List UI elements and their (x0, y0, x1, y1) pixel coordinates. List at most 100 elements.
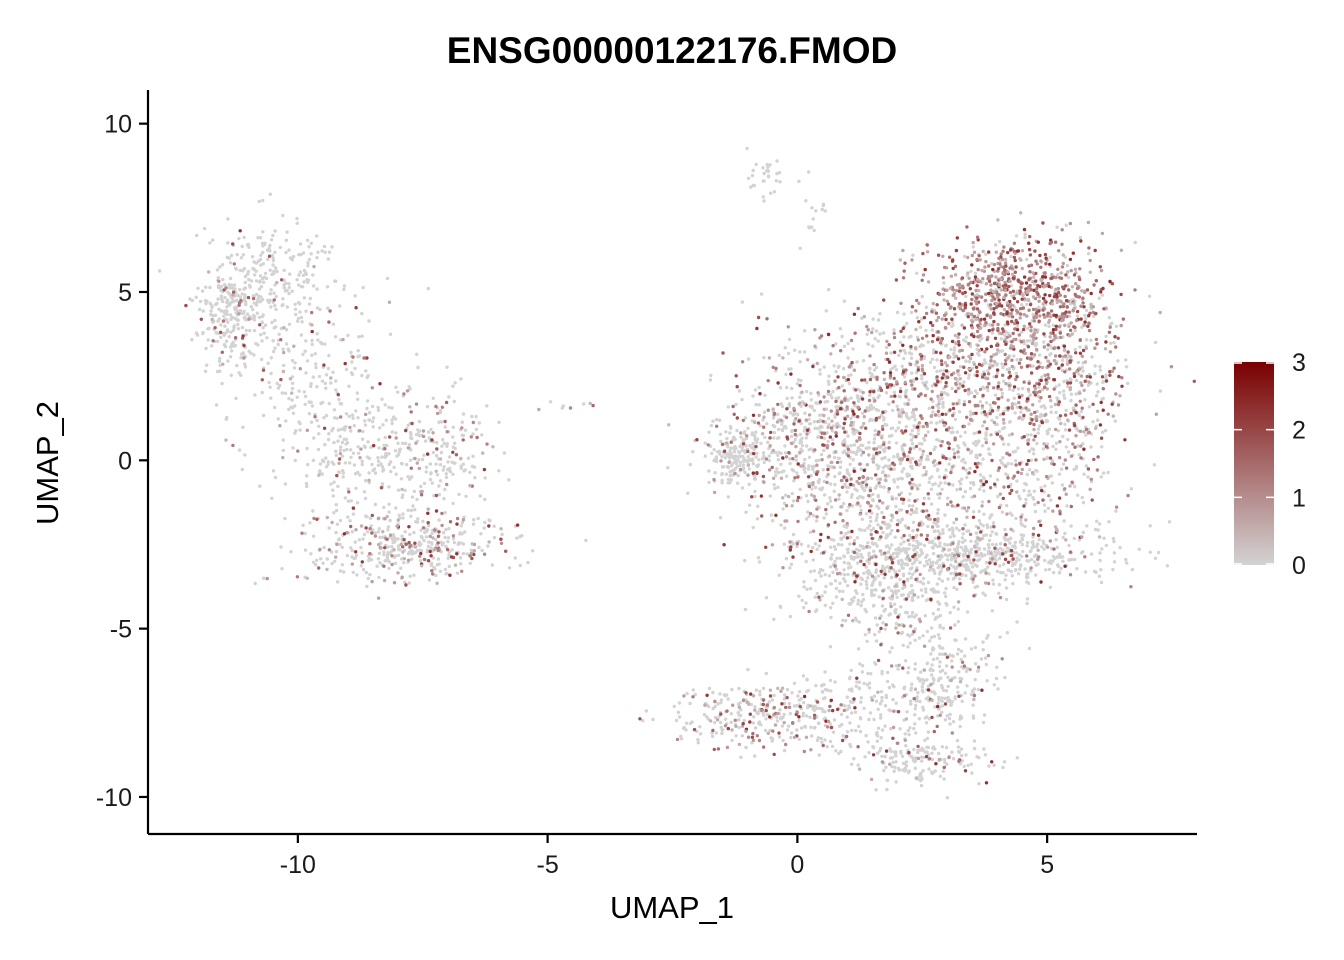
cell-point (979, 462, 983, 466)
cell-point (741, 463, 746, 467)
cell-point (953, 675, 957, 680)
cell-point (812, 420, 816, 424)
cell-point (416, 517, 420, 521)
cell-point (958, 714, 963, 718)
cell-point (783, 693, 787, 697)
cell-point (756, 556, 761, 560)
cell-point (279, 278, 284, 282)
cell-point (303, 394, 308, 399)
cell-point (929, 420, 933, 425)
cell-point (846, 398, 850, 402)
cell-point (1057, 383, 1061, 387)
cell-point (403, 488, 407, 493)
cell-point (1057, 552, 1062, 556)
cell-point (910, 610, 915, 615)
cell-point (225, 300, 229, 304)
cell-point (351, 570, 355, 575)
cell-point (437, 518, 441, 522)
cell-point (367, 418, 372, 422)
cell-point (295, 221, 299, 225)
cell-point (917, 483, 922, 487)
cell-point (935, 656, 939, 661)
cell-point (936, 590, 940, 594)
cell-point (305, 576, 309, 580)
cell-point (802, 585, 806, 589)
cell-point (854, 547, 859, 552)
cell-point (407, 525, 411, 529)
cell-point (979, 569, 984, 573)
cell-point (382, 443, 386, 447)
cell-point (941, 769, 945, 773)
cell-point (915, 335, 920, 339)
cell-point (867, 561, 871, 565)
cell-point (1054, 447, 1058, 451)
cell-point (666, 466, 670, 470)
cell-point (459, 457, 463, 461)
cell-point (235, 363, 239, 368)
cell-point (1009, 254, 1013, 259)
cell-point (368, 542, 372, 546)
cell-point (817, 477, 822, 482)
cell-point (851, 409, 855, 413)
cell-point (1040, 545, 1044, 549)
cell-point (872, 745, 876, 750)
cell-point (907, 398, 911, 402)
cell-point (428, 549, 432, 554)
cell-point (863, 755, 867, 759)
cell-point (323, 381, 327, 386)
cell-point (850, 504, 855, 508)
cell-point (751, 168, 755, 173)
cell-point (1080, 495, 1084, 500)
cell-point (897, 551, 901, 555)
cell-point (341, 471, 345, 475)
cell-point (390, 418, 394, 422)
cell-point (941, 402, 945, 406)
cell-point (282, 268, 286, 272)
cell-point (1001, 456, 1005, 460)
cell-point (819, 736, 823, 741)
cell-point (385, 276, 390, 281)
cell-point (871, 492, 875, 497)
cell-point (1025, 472, 1030, 477)
cell-point (248, 328, 252, 333)
cell-point (779, 476, 784, 480)
cell-point (293, 458, 297, 463)
cell-point (1111, 536, 1116, 541)
cell-point (415, 352, 419, 356)
cell-point (307, 412, 312, 416)
cell-point (851, 700, 855, 704)
cell-point (1073, 347, 1078, 352)
cell-point (907, 542, 912, 547)
cell-point (918, 447, 922, 451)
cell-point (896, 561, 901, 565)
cell-point (799, 697, 803, 701)
cell-point (969, 391, 974, 395)
cell-point (441, 438, 445, 442)
cell-point (826, 467, 830, 472)
cell-point (971, 245, 975, 249)
cell-point (738, 701, 742, 705)
cell-point (931, 551, 936, 556)
cell-point (425, 528, 430, 532)
cell-point (338, 542, 342, 547)
cell-point (808, 715, 812, 719)
cell-point (1027, 489, 1031, 493)
cell-point (454, 453, 459, 457)
cell-point (801, 674, 806, 678)
cell-point (442, 465, 446, 469)
cell-point (325, 285, 330, 289)
cell-point (831, 730, 836, 734)
cell-point (260, 320, 264, 324)
cell-point (883, 704, 888, 708)
cell-point (455, 571, 460, 575)
cell-point (957, 373, 961, 377)
cell-point (356, 416, 360, 420)
cell-point (982, 533, 986, 538)
cell-point (252, 318, 257, 322)
cell-point (316, 250, 320, 254)
cell-point (233, 316, 238, 321)
cell-point (1035, 469, 1039, 473)
cell-point (810, 206, 814, 210)
cell-point (332, 408, 337, 412)
cell-point (739, 435, 743, 439)
